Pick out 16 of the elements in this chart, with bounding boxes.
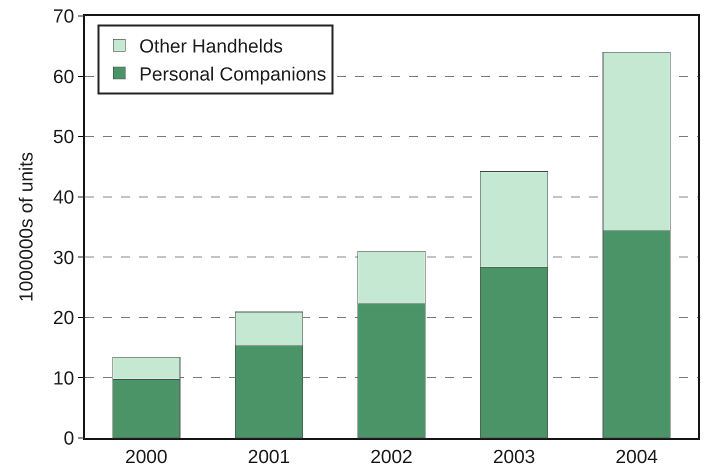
y-axis-title: 1000000s of units [16, 152, 38, 302]
x-tick-label: 2000 [125, 446, 168, 468]
legend-label: Other Handhelds [139, 36, 283, 58]
x-tick-label: 2003 [492, 446, 536, 468]
x-tick-label: 2002 [370, 446, 413, 468]
y-tick-label: 50 [53, 127, 74, 148]
y-tick-label: 20 [53, 308, 74, 330]
x-tick-label: 2004 [616, 446, 658, 468]
y-tick-label: 0 [64, 428, 74, 450]
y-tick-label: 70 [53, 6, 74, 28]
y-tick-label: 10 [53, 368, 74, 390]
legend-label: Personal Companions [139, 64, 326, 86]
y-tick-label: 30 [53, 248, 74, 269]
x-tick-label: 2001 [248, 446, 290, 468]
y-tick-label: 60 [53, 66, 74, 88]
y-tick-label: 40 [53, 188, 74, 209]
